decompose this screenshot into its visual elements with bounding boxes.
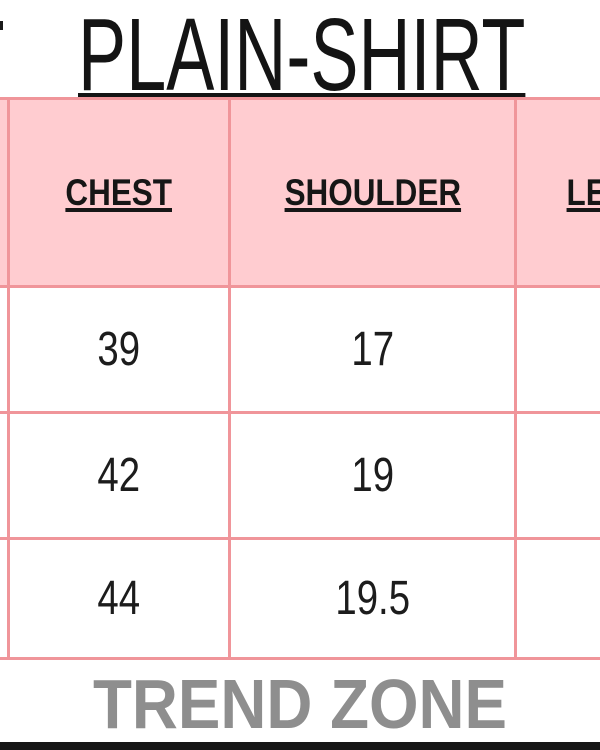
cell-chest-value: 42 bbox=[97, 448, 141, 502]
cell-chest: 39 bbox=[7, 285, 231, 414]
column-header-shoulder-label: SHOULDER bbox=[284, 172, 461, 213]
column-header-length-clipped: LE bbox=[514, 97, 600, 288]
table-row: 39 17 bbox=[0, 285, 600, 414]
bottom-black-bar bbox=[0, 742, 600, 750]
cropped-edge-mark bbox=[0, 21, 3, 30]
cell-shoulder-value: 19.5 bbox=[335, 571, 410, 625]
page-title: PLAIN-SHIRT bbox=[78, 0, 526, 112]
table-header-row: CHEST SHOULDER LE bbox=[0, 97, 600, 288]
brand-footer: TREND ZONE bbox=[92, 665, 508, 743]
cell-chest: 44 bbox=[7, 537, 231, 660]
cropped-column-cell bbox=[0, 411, 10, 540]
cropped-column-header bbox=[0, 97, 10, 288]
cell-chest-value: 39 bbox=[97, 322, 141, 376]
cell-shoulder: 19.5 bbox=[228, 537, 517, 660]
table-row: 44 19.5 bbox=[0, 537, 600, 660]
cell-shoulder-value: 19 bbox=[351, 448, 394, 502]
cell-shoulder-value: 17 bbox=[351, 322, 394, 376]
cell-shoulder: 19 bbox=[228, 411, 517, 540]
cell-length bbox=[514, 411, 600, 540]
size-table: CHEST SHOULDER LE 39 17 bbox=[0, 97, 600, 660]
cell-chest-value: 44 bbox=[97, 571, 141, 625]
cropped-column-cell bbox=[0, 537, 10, 660]
column-header-chest-label: CHEST bbox=[65, 172, 173, 213]
column-header-chest: CHEST bbox=[7, 97, 231, 288]
cell-chest: 42 bbox=[7, 411, 231, 540]
table-row: 42 19 bbox=[0, 411, 600, 540]
column-header-shoulder: SHOULDER bbox=[228, 97, 517, 288]
cell-length bbox=[514, 537, 600, 660]
cell-shoulder: 17 bbox=[228, 285, 517, 414]
cell-length bbox=[514, 285, 600, 414]
column-header-length-label: LE bbox=[566, 172, 600, 213]
cropped-column-cell bbox=[0, 285, 10, 414]
